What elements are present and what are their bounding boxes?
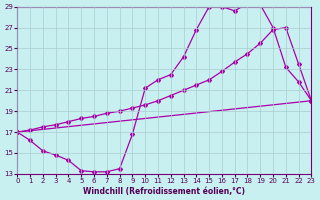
X-axis label: Windchill (Refroidissement éolien,°C): Windchill (Refroidissement éolien,°C) bbox=[84, 187, 245, 196]
